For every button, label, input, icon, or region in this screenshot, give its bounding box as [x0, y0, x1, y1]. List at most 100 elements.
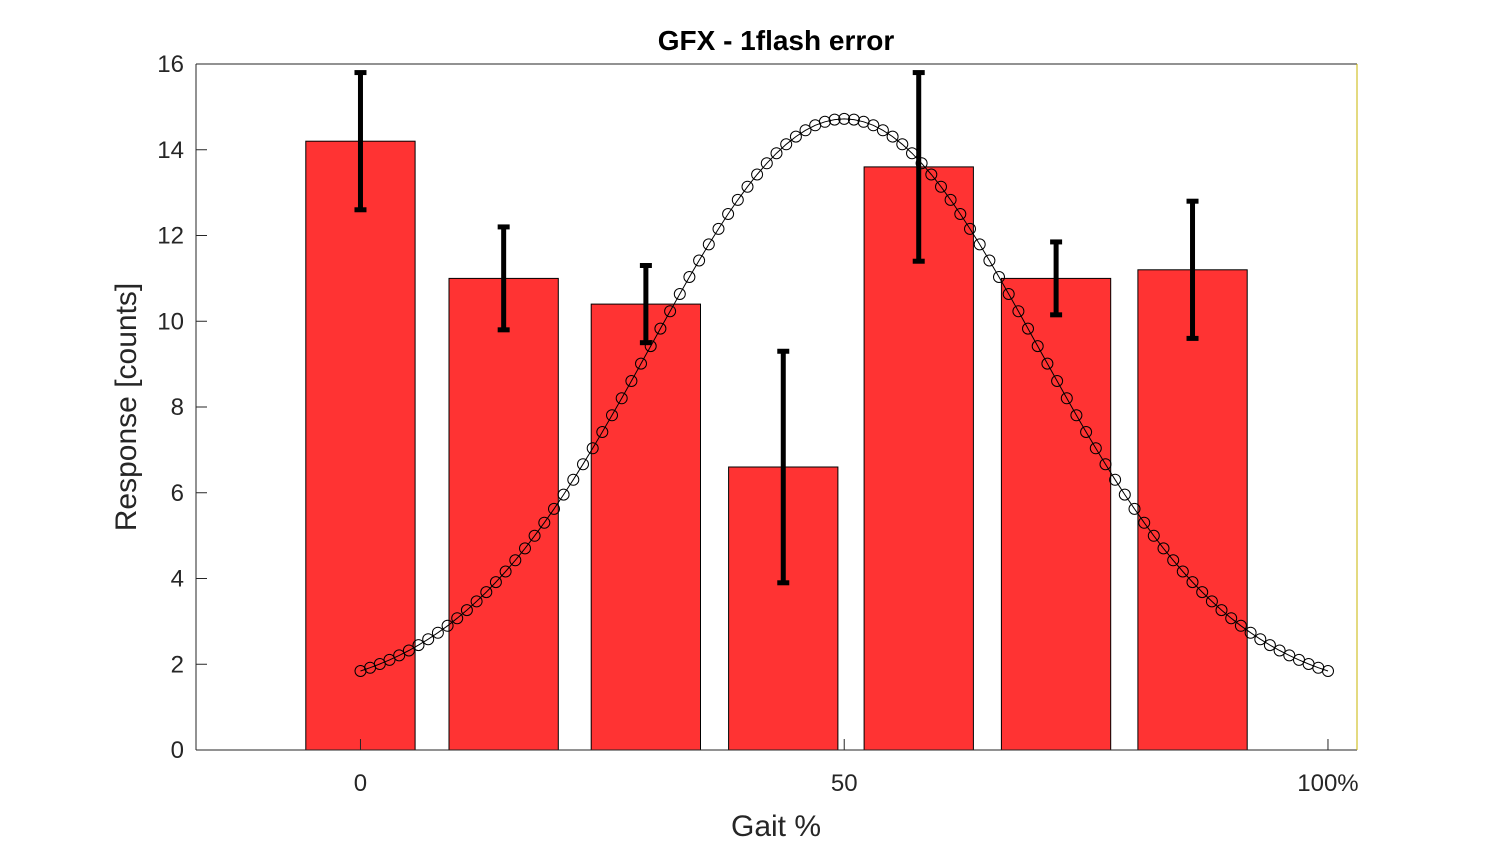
fit-curve-marker-8 [431, 626, 444, 639]
y-ticks-layer: 0 2 4 6 8 10 12 14 16 [157, 51, 207, 764]
fit-curve-marker-86 [1186, 576, 1199, 589]
fit-curve-marker-88 [1205, 595, 1218, 608]
error-bar-3 [777, 348, 790, 586]
fit-curve-marker-28 [625, 375, 638, 387]
fit-curve-marker-93 [1254, 633, 1267, 646]
fit-curve-marker-23 [577, 458, 589, 471]
y-tick-label-6: 12 [157, 223, 184, 250]
fit-curve-marker-35 [693, 254, 706, 267]
fit-curve-marker-9 [441, 619, 454, 632]
bar-5 [1000, 277, 1112, 751]
fit-curve-marker-59 [925, 168, 938, 181]
fit-curve-marker-6 [412, 639, 425, 652]
bar-1 [448, 277, 559, 751]
chart-title: GFX - 1flash error [658, 25, 895, 56]
fit-curve-marker-41 [751, 168, 764, 181]
fit-curve-marker-77 [1099, 458, 1112, 471]
fit-curve-marker-18 [528, 529, 541, 542]
fit-curve-marker-16 [509, 554, 522, 567]
fit-curve-marker-17 [519, 542, 531, 555]
fit-curve-marker-38 [722, 208, 735, 220]
fit-curve-marker-56 [896, 138, 909, 151]
fit-curve-marker-13 [480, 586, 493, 599]
fit-curve-marker-73 [1060, 392, 1073, 405]
fit-curve-marker-84 [1167, 554, 1180, 567]
x-axis-title: Gait % [731, 810, 821, 843]
fit-curve-marker-27 [615, 392, 628, 405]
fit-curve-marker-24 [586, 442, 599, 455]
fit-curve-marker-36 [702, 238, 715, 251]
x-tick-label-1: 50 [831, 770, 858, 797]
fit-curve-marker-70 [1031, 340, 1044, 353]
fit-curve-marker-25 [596, 426, 609, 438]
fit-curve-marker-7 [422, 633, 435, 646]
fit-curve-marker-81 [1138, 516, 1151, 529]
error-bar-1 [497, 224, 510, 333]
y-tick-label-1: 2 [171, 651, 184, 678]
error-bar-6 [1186, 198, 1199, 341]
fit-curve-marker-79 [1118, 488, 1131, 501]
fit-curve-marker-80 [1128, 502, 1141, 515]
fit-curve-marker-90 [1225, 612, 1238, 625]
fit-curve-marker-76 [1089, 442, 1102, 455]
fit-curve-marker-68 [1012, 305, 1025, 318]
bars-layer [305, 140, 1248, 751]
fit-curve-marker-48 [818, 115, 831, 128]
fit-curve-marker-26 [606, 409, 618, 422]
fit-curve-marker-85 [1176, 565, 1189, 578]
fit-curve-marker-10 [451, 612, 464, 625]
fit-curve-marker-32 [664, 305, 677, 318]
fit-curve-marker-78 [1109, 473, 1122, 486]
bar-6 [1137, 269, 1248, 751]
fit-curve-marker-55 [886, 130, 899, 143]
fit-curve-marker-42 [760, 157, 773, 170]
bar-0 [305, 140, 416, 751]
fit-curve-marker-66 [993, 271, 1005, 283]
bar-2 [590, 303, 702, 751]
y-axis-title: Response [counts] [110, 283, 143, 531]
x-ticks-layer: 0 50 100% [354, 739, 1359, 797]
fit-curve-marker-64 [973, 238, 986, 251]
fit-curve-marker-14 [489, 576, 502, 589]
fit-curve-marker-82 [1147, 529, 1160, 542]
fit-curve-marker-65 [983, 254, 996, 267]
y-tick-label-3: 6 [171, 480, 184, 507]
error-bars-layer [354, 70, 1199, 586]
fit-curve-marker-83 [1157, 542, 1170, 555]
fit-curve-marker-51 [847, 113, 860, 126]
fit-curve-marker-91 [1234, 619, 1247, 632]
fit-curve-marker-95 [1273, 644, 1286, 657]
fit-curve-marker-45 [789, 130, 802, 143]
fit-curve-marker-62 [954, 208, 967, 220]
y-tick-label-5: 10 [157, 308, 184, 335]
fit-curve-marker-100 [1322, 665, 1334, 677]
fit-curve-marker-92 [1244, 626, 1257, 639]
fit-curve-marker-39 [731, 193, 744, 206]
fit-curve-marker-11 [460, 604, 473, 617]
fit-curve-marker-37 [712, 222, 725, 235]
fit-curve-marker-12 [470, 595, 483, 608]
fit-curve-marker-4 [393, 649, 406, 662]
error-bar-5 [1050, 239, 1063, 318]
fit-curve-marker-53 [867, 119, 880, 132]
fit-curve-marker-31 [654, 322, 667, 335]
y-tick-label-0: 0 [171, 737, 184, 764]
fit-curve-marker-33 [673, 288, 686, 300]
fit-curve-marker-20 [548, 502, 560, 515]
fit-curve-marker-15 [499, 565, 512, 578]
fit-curve-marker-71 [1041, 357, 1054, 370]
x-tick-label-0: 0 [354, 770, 367, 797]
fit-curve-marker-29 [635, 357, 647, 370]
fit-curve-marker-5 [402, 644, 415, 657]
y-tick-label-7: 14 [157, 137, 184, 164]
fit-curve-marker-69 [1022, 322, 1034, 335]
fit-curve-marker-89 [1215, 604, 1228, 617]
fit-curve-marker-43 [770, 147, 783, 160]
fit-curve-marker-74 [1070, 409, 1083, 422]
error-bar-4 [912, 70, 925, 264]
fit-curve-marker-61 [944, 193, 957, 206]
fit-curve-marker-60 [935, 180, 947, 193]
fit-curve-marker-3 [383, 653, 396, 666]
y-tick-label-2: 4 [171, 566, 184, 593]
